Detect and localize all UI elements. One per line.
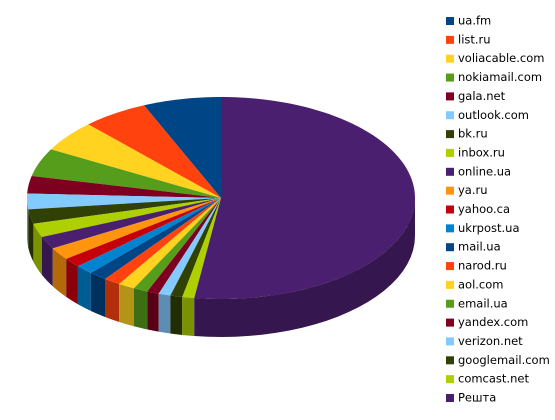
legend-swatch — [446, 92, 454, 101]
legend-swatch — [446, 148, 454, 157]
pie-slice — [170, 198, 221, 297]
pie-slice — [51, 124, 221, 198]
pie-slice — [27, 193, 221, 210]
legend-swatch — [446, 167, 454, 176]
legend-swatch — [446, 73, 454, 82]
legend-label: yahoo.ca — [458, 202, 510, 216]
pie-side — [105, 278, 120, 322]
legend-label: online.ua — [458, 164, 511, 178]
legend-swatch — [446, 394, 454, 402]
pie-slice — [31, 149, 222, 198]
pie-side — [33, 223, 42, 275]
legend-label: verizon.net — [458, 334, 523, 348]
legend-swatch — [446, 205, 454, 214]
legend-swatch — [446, 54, 454, 63]
pie-slice — [147, 198, 221, 294]
pie-slice — [90, 198, 221, 279]
pie-side — [77, 266, 91, 311]
legend-swatch — [446, 35, 454, 44]
legend-label: nokiamail.com — [458, 70, 542, 84]
pie-side — [90, 272, 106, 317]
legend-label: ua.fm — [458, 14, 491, 28]
legend-swatch — [446, 337, 454, 346]
pie-side — [28, 209, 34, 262]
pie-slice — [42, 198, 221, 249]
pie-slice — [77, 198, 221, 273]
pie-slice — [134, 198, 221, 292]
legend-label: yandex.com — [458, 315, 528, 329]
pie-slice — [52, 198, 221, 259]
pie-slice — [27, 175, 221, 198]
legend-swatch — [446, 130, 454, 139]
legend-swatch — [446, 224, 454, 233]
pie-side — [119, 283, 135, 327]
legend-swatch — [446, 356, 454, 365]
pie-slice — [143, 97, 221, 198]
pie-side — [182, 296, 195, 337]
legend-swatch — [446, 299, 454, 308]
pie-slice — [182, 198, 221, 299]
legend-label: gala.net — [458, 89, 506, 103]
legend-label: comcast.net — [458, 372, 529, 386]
legend-swatch — [446, 375, 454, 384]
legend-label: email.ua — [458, 296, 508, 310]
legend-label: voliacable.com — [458, 51, 544, 65]
legend: ua.fm list.ru voliacable.com nokiamail.com g… — [446, 14, 550, 405]
pie-side — [147, 291, 159, 332]
legend-label: narod.ru — [458, 259, 507, 273]
pie-slice — [105, 198, 221, 284]
legend-label: outlook.com — [458, 108, 529, 122]
pie-slice — [66, 198, 221, 267]
pie-slice — [158, 198, 221, 296]
legend-swatch — [446, 186, 454, 195]
legend-swatch — [446, 318, 454, 327]
pie-side — [158, 293, 171, 334]
legend-label: bk.ru — [458, 127, 488, 141]
legend-label: list.ru — [458, 32, 491, 46]
pie-side — [194, 198, 415, 337]
pie-slice — [28, 198, 221, 224]
pie-side — [27, 198, 29, 248]
legend-swatch — [446, 280, 454, 289]
legend-swatch — [446, 111, 454, 120]
legend-swatch — [446, 262, 454, 271]
pie-slice — [194, 97, 415, 299]
legend-swatch — [446, 243, 454, 252]
pie-side — [52, 248, 67, 297]
pie-side — [66, 258, 78, 305]
legend-label: ya.ru — [458, 183, 488, 197]
pie-slice — [119, 198, 221, 289]
legend-label: ukrpost.ua — [458, 221, 520, 235]
legend-label: aol.com — [458, 277, 504, 291]
legend-label: Решта — [458, 391, 496, 405]
legend-label: inbox.ru — [458, 145, 505, 159]
pie-side — [134, 288, 148, 330]
pie-slice — [33, 198, 222, 237]
pie — [27, 97, 415, 337]
pie-side — [170, 295, 183, 335]
legend-label: googlemail.com — [458, 353, 550, 367]
pie-side — [42, 236, 53, 287]
pie-slice — [88, 105, 221, 198]
legend-label: mail.ua — [458, 240, 501, 254]
legend-swatch — [446, 17, 454, 25]
